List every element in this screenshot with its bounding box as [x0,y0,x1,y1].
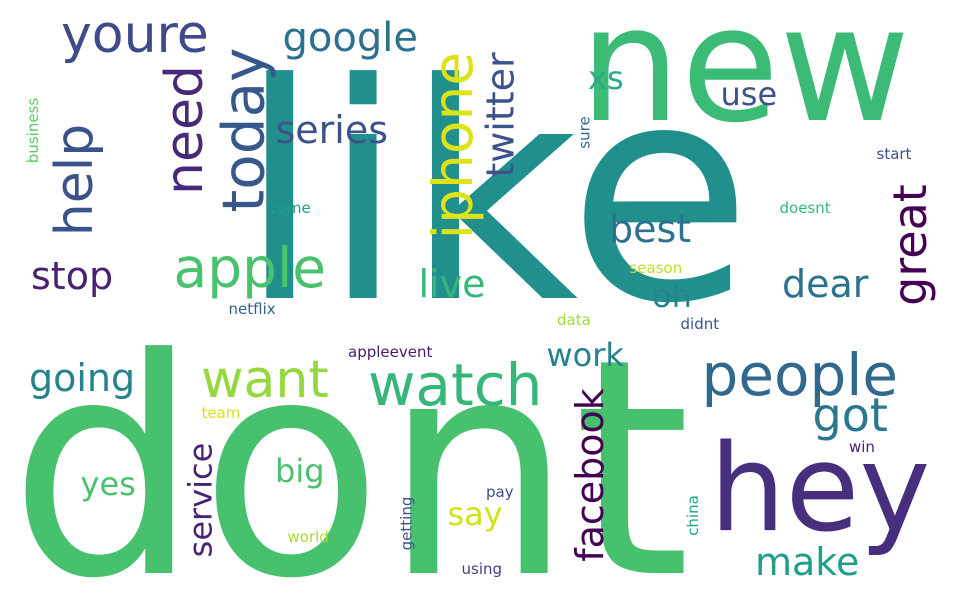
word-best: best [609,207,692,251]
word-need: need [154,65,215,195]
word-today: today [208,47,277,213]
word-big: big [275,452,325,490]
word-stop: stop [31,254,114,298]
word-oh: oh [652,277,692,315]
word-got: got [812,388,888,442]
word-win: win [849,437,875,456]
word-dear: dear [782,262,869,306]
word-watch: watch [368,351,543,419]
word-new: new [579,0,911,158]
word-world: world [287,527,329,546]
word-google: google [282,15,418,61]
word-series: series [275,108,389,152]
word-help: help [45,123,106,237]
word-people: people [701,341,899,409]
word-doesnt: doesnt [779,198,831,217]
word-going: going [29,356,136,400]
word-use: use [720,75,778,113]
word-say: say [447,495,503,533]
word-season: season [629,258,683,277]
word-yes: yes [80,465,136,503]
word-start: start [876,144,912,163]
word-youre: youre [61,5,209,65]
word-team: team [201,403,241,422]
word-facebook: facebook [567,388,612,562]
word-make: make [755,540,860,584]
word-iphone: iphone [420,51,485,239]
word-service: service [180,442,219,558]
word-getting: getting [397,496,416,550]
word-like: like [238,20,753,369]
word-want: want [201,350,329,410]
word-apple: apple [173,235,327,300]
word-data: data [557,310,591,329]
word-dont: dont [9,295,691,607]
word-xs: xs [588,59,624,97]
word-work: work [546,336,624,374]
word-appleevent: appleevent [348,342,433,361]
word-business: business [23,97,42,163]
word-pay: pay [486,482,514,501]
word-sure: sure [575,115,594,149]
word-hey: hey [709,420,931,559]
word-come: come [269,198,311,217]
word-china: china [683,494,702,536]
word-great: great [882,184,937,306]
word-twitter: twitter [478,52,523,178]
word-netflix: netflix [228,299,276,318]
word-live: live [418,262,486,306]
word-didnt: didnt [680,314,720,333]
word-using: using [461,559,503,578]
